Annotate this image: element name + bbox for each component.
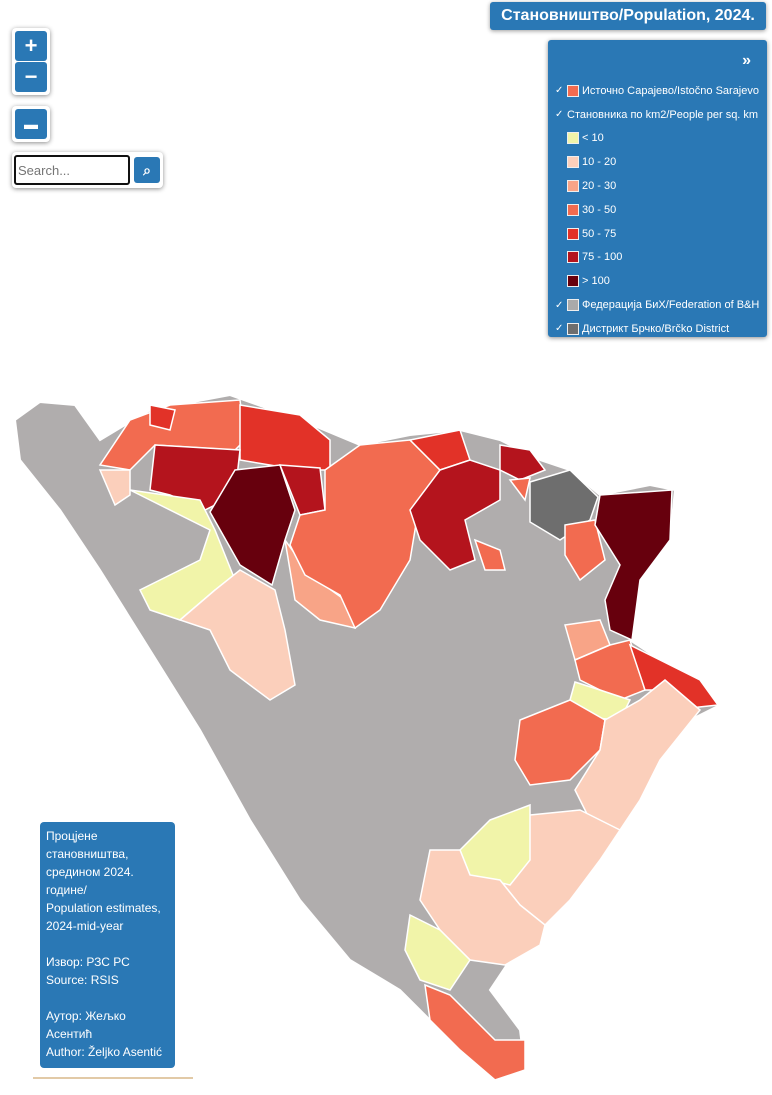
legend-item[interactable]: ✓ Становника по km2/People per sq. km: [555, 103, 759, 127]
legend-label: < 10: [582, 132, 604, 145]
legend-label: 75 - 100: [582, 251, 623, 264]
info-line: Author: Željko Asentić: [46, 1045, 163, 1059]
legend-item[interactable]: 10 - 20: [555, 150, 759, 174]
legend-label: 30 - 50: [582, 203, 617, 216]
legend-swatch: [567, 156, 579, 169]
info-line: године/: [46, 883, 87, 897]
region: [149, 404, 176, 431]
legend: » ✓ Источно Сарајево/Istočno Sarajevo ✓ Ста…: [548, 40, 767, 337]
legend-check: ✓: [555, 109, 564, 121]
legend-label: > 100: [582, 275, 610, 288]
info-line: Процјене: [46, 829, 98, 843]
legend-item[interactable]: 75 - 100: [555, 246, 759, 270]
info-line: Source: RSIS: [46, 973, 119, 987]
regions: [98, 399, 720, 1081]
legend-item[interactable]: ✓ Федерација БиХ/Federation of B&H: [555, 293, 759, 317]
search-control: ⌕: [12, 152, 163, 188]
region: [628, 643, 720, 709]
region: [129, 489, 236, 621]
search-button[interactable]: ⌕: [134, 157, 160, 183]
legend-item[interactable]: 20 - 30: [555, 174, 759, 198]
legend-label: 10 - 20: [582, 156, 617, 169]
search-input[interactable]: [14, 155, 130, 185]
region: [473, 538, 506, 571]
region: [594, 489, 673, 642]
info-line: средином 2024.: [46, 865, 134, 879]
region: [514, 699, 606, 786]
legend-item[interactable]: 50 - 75: [555, 222, 759, 246]
legend-item[interactable]: < 10: [555, 127, 759, 151]
region: [508, 477, 531, 502]
region: [574, 679, 702, 831]
zoom-control: + −: [12, 28, 50, 95]
info-line: Population estimates,: [46, 901, 161, 915]
region: [574, 639, 646, 701]
legend-toggle[interactable]: »: [742, 52, 751, 69]
legend-label: Становника по km2/People per sq. km: [567, 108, 759, 121]
legend-items: ✓ Источно Сарајево/Istočno Sarajevo ✓ Стано…: [555, 79, 759, 341]
legend-item[interactable]: 30 - 50: [555, 198, 759, 222]
region: [178, 569, 296, 701]
info-line: Извор: РЗС РС: [46, 955, 130, 969]
legend-item[interactable]: > 100: [555, 269, 759, 293]
info-line: Аутор: Жељко: [46, 1009, 126, 1023]
legend-label: 20 - 30: [582, 180, 617, 193]
zoom-in[interactable]: +: [15, 31, 47, 61]
info-box: Процјене становништва, средином 2024. годин…: [40, 822, 175, 1068]
legend-swatch: [567, 84, 579, 97]
info-paragraph: Извор: РЗС РС Source: RSIS: [46, 953, 169, 989]
legend-swatch: [567, 275, 579, 288]
legend-label: 50 - 75: [582, 227, 617, 240]
legend-swatch: [567, 180, 579, 193]
legend-check: ✓: [555, 323, 564, 335]
info-line: становништва,: [46, 847, 129, 861]
region: [424, 983, 526, 1081]
measure-control: ▬: [12, 106, 50, 142]
region: [419, 849, 546, 966]
info-paragraph: Аутор: Жељко Асентић Author: Željko Asenti…: [46, 1007, 169, 1061]
region: [98, 469, 131, 507]
info-line: 2024-mid-year: [46, 919, 124, 933]
legend-label: Федерација БиХ/Federation of B&H: [582, 299, 760, 312]
legend-item[interactable]: ✓ Дистрикт Брчко/Brčko District: [555, 317, 759, 341]
legend-swatch: [567, 251, 579, 264]
zoom-out[interactable]: −: [15, 62, 47, 92]
map-title: Становништво/Population, 2024.: [490, 2, 766, 30]
region: [564, 519, 606, 582]
info-paragraph: Процјене становништва, средином 2024. годин…: [46, 827, 169, 935]
legend-swatch: [567, 299, 579, 312]
region: [499, 444, 547, 481]
legend-label: Дистрикт Брчко/Brčko District: [582, 322, 730, 335]
info-line: Асентић: [46, 1027, 93, 1041]
region: [409, 459, 501, 571]
legend-swatch: [567, 203, 579, 216]
legend-check: ✓: [555, 299, 564, 311]
region: [239, 404, 331, 471]
region: [404, 913, 471, 991]
legend-label: Источно Сарајево/Istočno Sarajevo: [582, 84, 759, 97]
legend-swatch: [567, 227, 579, 240]
legend-item[interactable]: ✓ Источно Сарајево/Istočno Sarajevo: [555, 79, 759, 103]
legend-check: ✓: [555, 85, 564, 97]
legend-swatch: [567, 322, 579, 335]
measure-button[interactable]: ▬: [15, 109, 47, 139]
legend-swatch: [567, 132, 579, 145]
